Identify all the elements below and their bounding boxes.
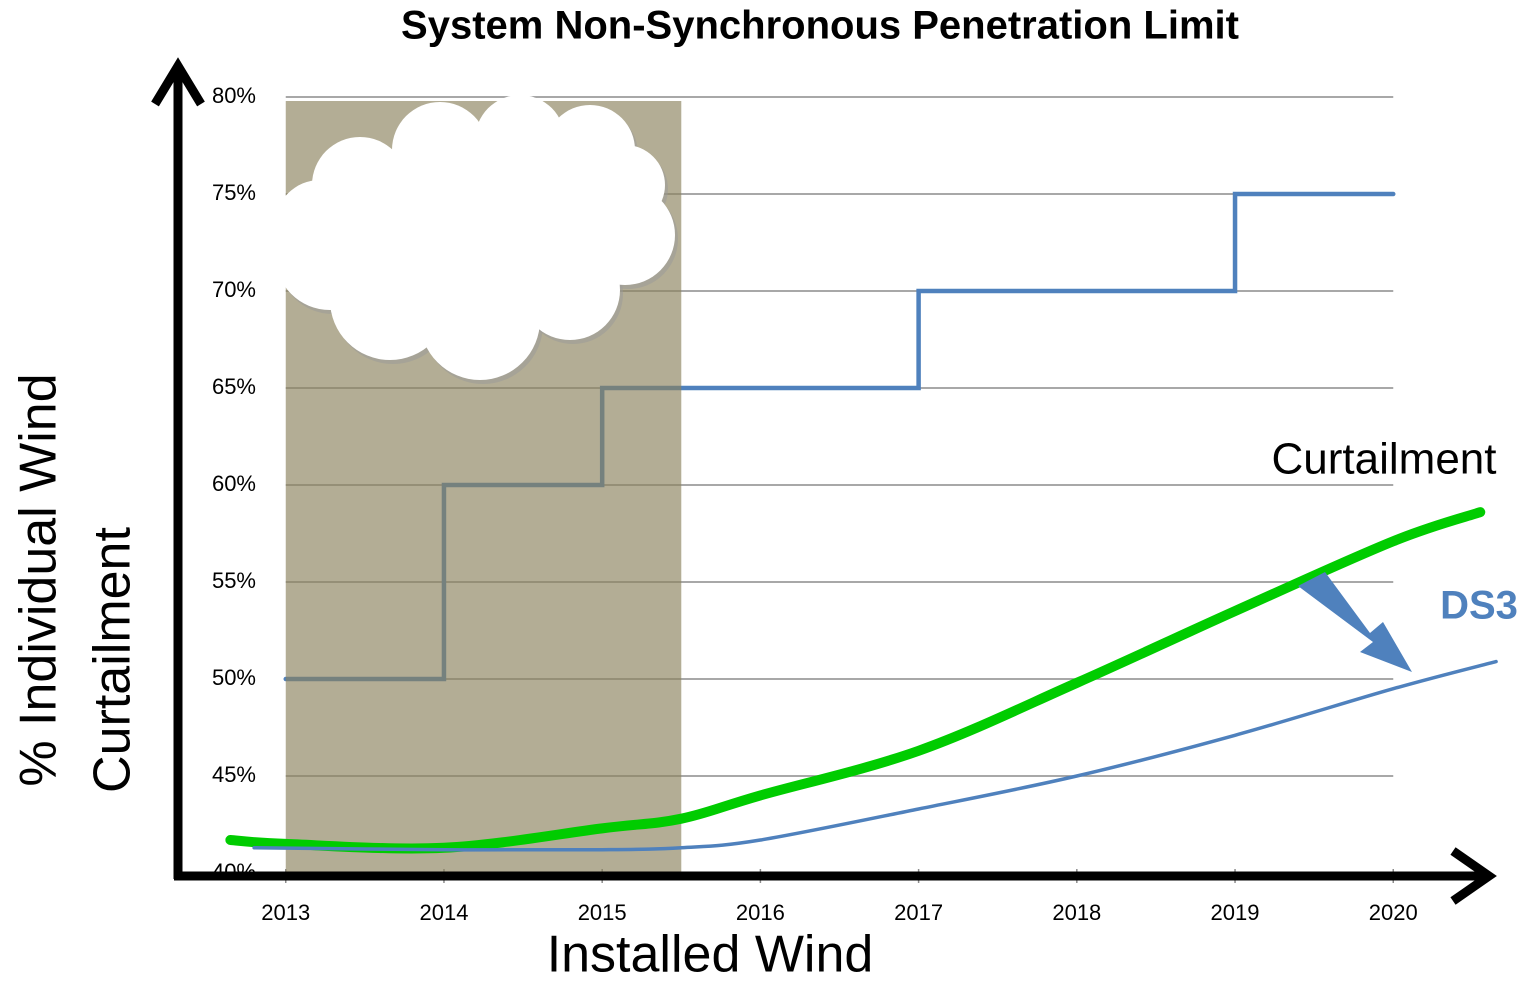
y-tick-label: 80% xyxy=(212,83,256,108)
x-tick-label: 2013 xyxy=(261,900,310,925)
x-tick-label: 2018 xyxy=(1052,900,1101,925)
x-tick-label: 2017 xyxy=(894,900,943,925)
y-tick-label: 45% xyxy=(212,762,256,787)
y-axis-arrow xyxy=(151,57,205,107)
cloud xyxy=(275,95,678,384)
y-tick-label: 55% xyxy=(212,568,256,593)
cloud-puff xyxy=(470,160,610,300)
chart-title: System Non-Synchronous Penetration Limit xyxy=(401,4,1239,48)
annotation: DS3 xyxy=(1440,584,1518,628)
y-tick-label: 60% xyxy=(212,471,256,496)
y-tick-label: 65% xyxy=(212,374,256,399)
annotation: Curtailment xyxy=(1272,435,1497,484)
x-tick-label: 2014 xyxy=(419,900,468,925)
cloud-puff xyxy=(275,180,365,270)
x-tick-label: 2016 xyxy=(736,900,785,925)
y-tick-label: 50% xyxy=(212,665,256,690)
y-axis-label: % Individual Wind xyxy=(10,373,68,786)
y-tick-label: 70% xyxy=(212,277,256,302)
x-axis-label: Installed Wind xyxy=(547,926,874,981)
ds3-arrow xyxy=(1298,572,1412,672)
y-tick-label: 75% xyxy=(212,180,256,205)
data-line xyxy=(252,659,1498,852)
x-tick-label: 2015 xyxy=(578,900,627,925)
x-tick-label: 2019 xyxy=(1211,900,1260,925)
x-tick-label: 2020 xyxy=(1369,900,1418,925)
x-axis-arrow xyxy=(1450,847,1497,905)
y-axis-label: Curtailment xyxy=(84,527,142,793)
